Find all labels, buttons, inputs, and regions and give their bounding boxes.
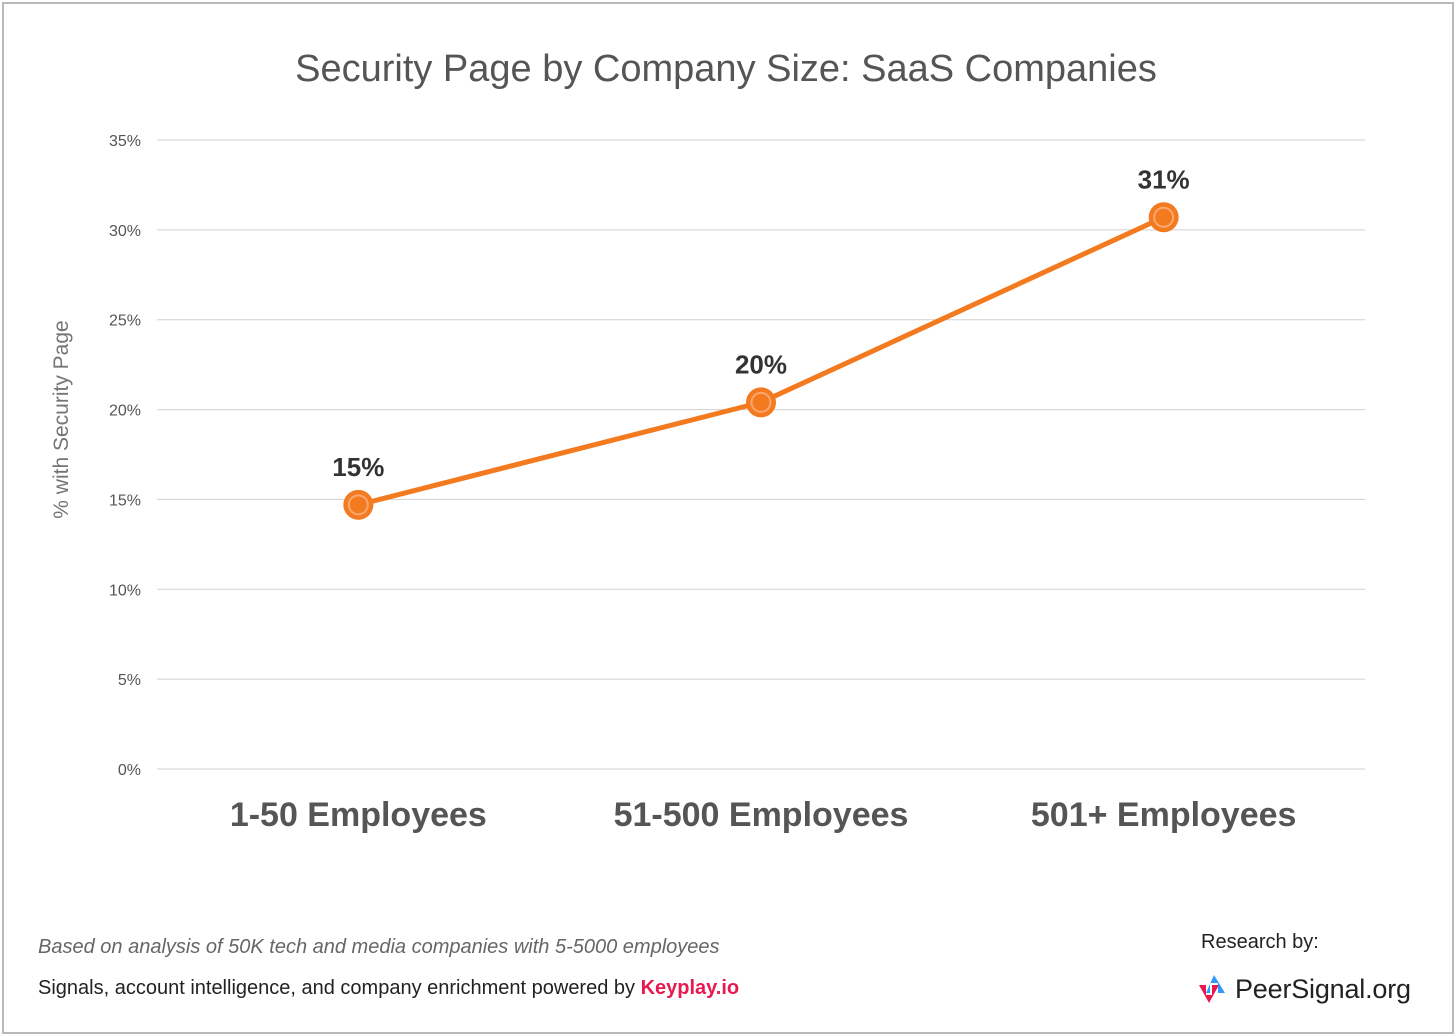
data-point — [343, 489, 374, 520]
y-tick-label: 5% — [118, 672, 141, 689]
data-label: 31% — [1138, 164, 1190, 194]
research-by-label: Research by: — [1201, 931, 1319, 953]
line-chart: 0% 5% 10% 15% 20% 25% 30% 35% % with Security Pa… — [50, 133, 1365, 834]
chart-title: Security Page by Company Size: SaaS Comp… — [295, 48, 1157, 90]
x-category-label: 51-500 Employees — [614, 796, 909, 834]
data-label: 15% — [332, 452, 384, 482]
x-category-label: 501+ Employees — [1031, 796, 1297, 834]
powered-by-line: Signals, account intelligence, and compa… — [38, 977, 739, 1000]
data-point-ring — [1153, 206, 1175, 228]
data-point — [1148, 202, 1179, 233]
data-label: 20% — [735, 349, 787, 379]
peersignal-logo-icon — [1199, 975, 1225, 1003]
footnote: Based on analysis of 50K tech and media … — [38, 936, 720, 958]
powered-by-text: Signals, account intelligence, and compa… — [38, 977, 641, 999]
y-tick-label: 25% — [109, 313, 141, 330]
peersignal-logo[interactable]: PeerSignal.org — [1197, 971, 1411, 1007]
y-tick-label: 0% — [118, 762, 141, 779]
y-tick-label: 10% — [109, 582, 141, 599]
keyplay-link[interactable]: Keyplay.io — [640, 977, 740, 999]
y-axis-title: % with Security Page — [50, 320, 73, 518]
data-point — [746, 387, 776, 418]
x-category-label: 1-50 Employees — [230, 796, 487, 834]
y-tick-label: 30% — [109, 223, 141, 240]
data-point-ring — [750, 391, 772, 413]
y-tick-label: 20% — [109, 403, 141, 420]
data-point-ring — [347, 494, 369, 516]
y-tick-label: 15% — [109, 492, 141, 509]
y-tick-label: 35% — [109, 133, 141, 150]
peersignal-logo-text: PeerSignal.org — [1235, 973, 1411, 1004]
